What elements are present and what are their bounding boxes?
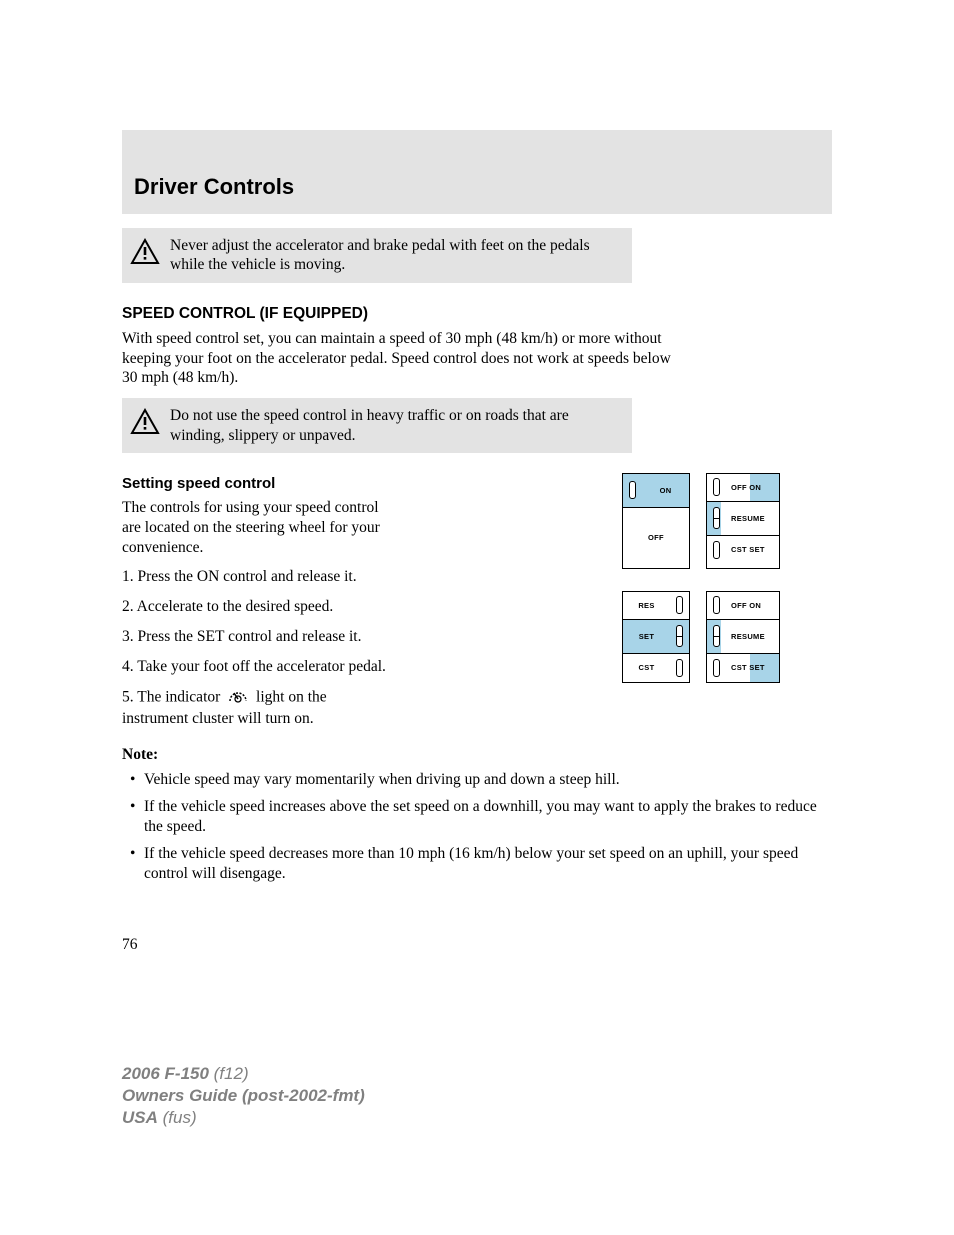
speed-control-intro: With speed control set, you can maintain…	[122, 329, 682, 388]
diagram-group-2: RES SET CST OFF ON	[622, 591, 780, 683]
switch-split-icon	[713, 507, 720, 529]
switch-icon	[713, 596, 720, 614]
diagram-group-1: ON OFF OFF ON RESUME	[622, 473, 780, 569]
diagram-cell-off: OFF	[623, 508, 689, 568]
setting-intro: The controls for using your speed contro…	[122, 498, 392, 557]
footer-line-1: 2006 F-150 (f12)	[122, 1063, 365, 1085]
switch-icon	[713, 659, 720, 677]
warning-box-2: Do not use the speed control in heavy tr…	[122, 398, 632, 453]
warning-triangle-icon	[130, 408, 160, 441]
switch-icon	[629, 481, 636, 499]
warning-text-1: Never adjust the accelerator and brake p…	[170, 236, 622, 275]
setting-step-4: 4. Take your foot off the accelerator pe…	[122, 657, 392, 677]
diagram-cell-cstset2: CST SET	[707, 654, 779, 682]
diagram-cell-cstset: CST SET	[707, 536, 779, 564]
switch-split-icon	[713, 625, 720, 647]
diagram-g2-right: OFF ON RESUME CST SET	[706, 591, 780, 683]
diagram-cell-resume: RESUME	[707, 502, 779, 536]
setting-step-1: 1. Press the ON control and release it.	[122, 567, 392, 587]
diagram-cell-resume2: RESUME	[707, 620, 779, 654]
diagram-cell-offon2: OFF ON	[707, 592, 779, 620]
setting-step-5: 5. The indicator light on the instrument…	[122, 687, 392, 729]
warning-box-1: Never adjust the accelerator and brake p…	[122, 228, 632, 283]
header-bar: Driver Controls	[122, 130, 832, 214]
diagram-cell-res: RES	[623, 592, 689, 620]
warning-triangle-icon	[130, 238, 160, 271]
footer-line-2: Owners Guide (post-2002-fmt)	[122, 1085, 365, 1107]
switch-icon	[713, 478, 720, 496]
switch-split-icon	[676, 625, 683, 647]
control-diagrams: ON OFF OFF ON RESUME	[622, 473, 780, 683]
diagram-cell-set: SET	[623, 620, 689, 654]
setting-speed-control-section: Setting speed control The controls for u…	[122, 475, 832, 728]
page-content: Driver Controls Never adjust the acceler…	[0, 0, 954, 954]
page-number: 76	[122, 936, 832, 954]
step5-prefix: 5. The indicator	[122, 688, 220, 705]
diagram-g2-left: RES SET CST	[622, 591, 690, 683]
switch-icon	[676, 659, 683, 677]
page-title: Driver Controls	[134, 174, 820, 200]
setting-step-3: 3. Press the SET control and release it.	[122, 627, 392, 647]
setting-step-2: 2. Accelerate to the desired speed.	[122, 597, 392, 617]
switch-icon	[676, 596, 683, 614]
diagram-cell-cst: CST	[623, 654, 689, 682]
diagram-cell-on: ON	[623, 474, 689, 508]
diagram-g1-left: ON OFF	[622, 473, 690, 569]
note-item-2: If the vehicle speed increases above the…	[122, 797, 832, 837]
footer-line-3: USA (fus)	[122, 1107, 365, 1129]
note-list: Vehicle speed may vary momentarily when …	[122, 770, 832, 883]
diagram-g1-right: OFF ON RESUME CST SET	[706, 473, 780, 569]
note-heading: Note:	[122, 746, 832, 764]
switch-icon	[713, 541, 720, 559]
warning-text-2: Do not use the speed control in heavy tr…	[170, 406, 622, 445]
speed-control-heading: SPEED CONTROL (IF EQUIPPED)	[122, 305, 832, 323]
note-item-1: Vehicle speed may vary momentarily when …	[122, 770, 832, 790]
note-item-3: If the vehicle speed decreases more than…	[122, 844, 832, 884]
cruise-indicator-icon	[226, 687, 250, 709]
footer-block: 2006 F-150 (f12) Owners Guide (post-2002…	[122, 1063, 365, 1129]
diagram-cell-offon: OFF ON	[707, 474, 779, 502]
